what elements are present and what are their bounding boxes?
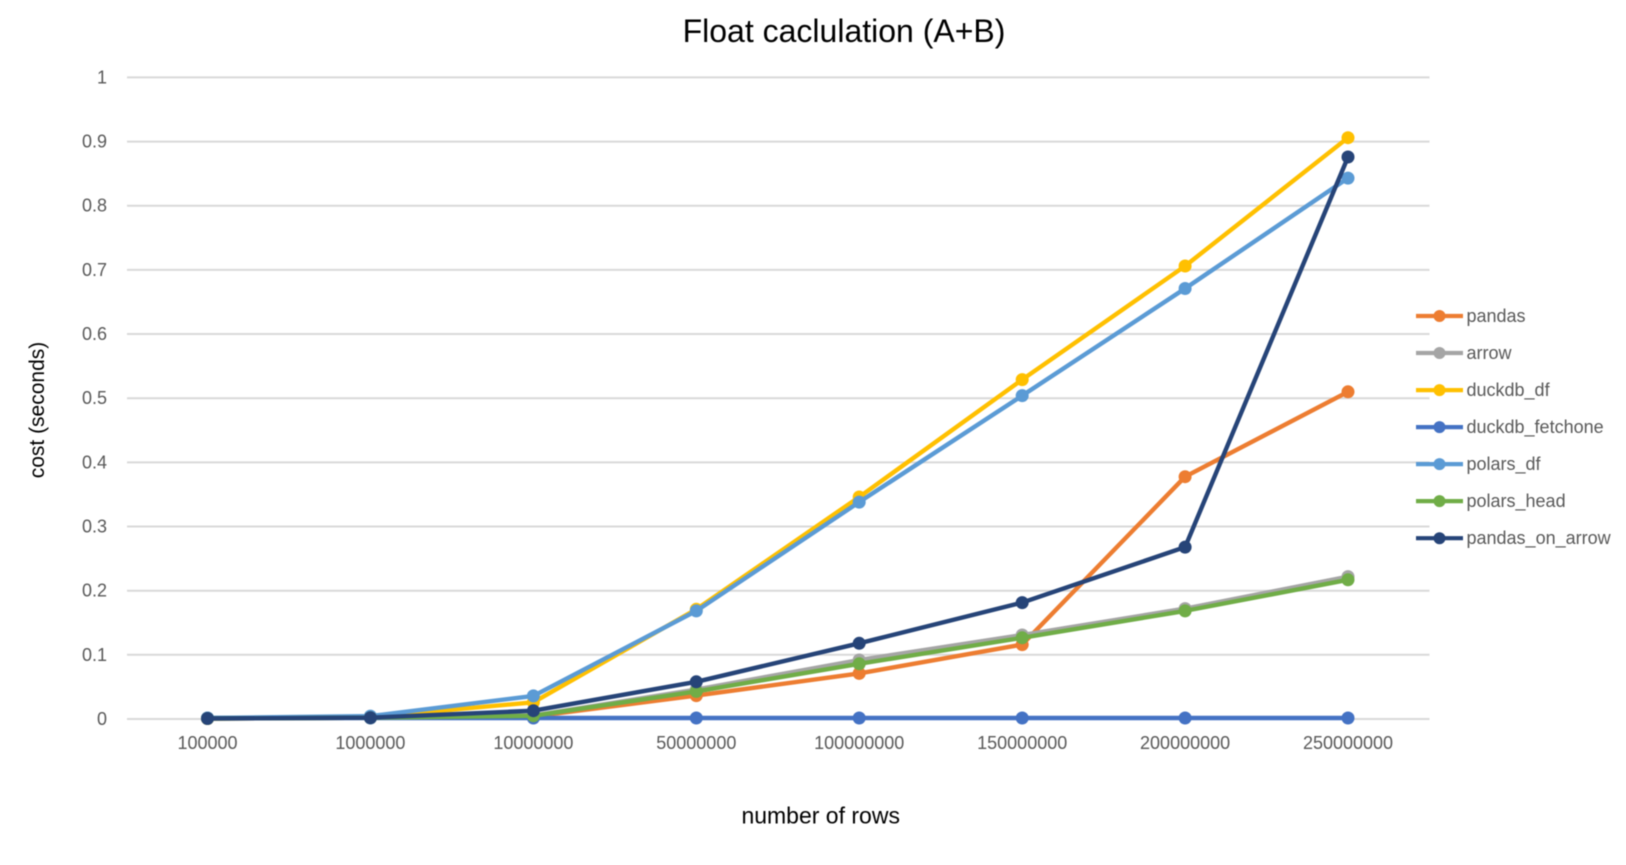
svg-text:Float caclulation (A+B): Float caclulation (A+B) xyxy=(683,13,1006,49)
svg-text:0.6: 0.6 xyxy=(82,324,107,344)
svg-text:0: 0 xyxy=(97,709,107,729)
svg-text:250000000: 250000000 xyxy=(1303,733,1393,753)
svg-text:polars_head: polars_head xyxy=(1467,491,1566,512)
svg-text:arrow: arrow xyxy=(1467,343,1513,363)
svg-text:0.8: 0.8 xyxy=(82,196,107,216)
svg-text:number of rows: number of rows xyxy=(741,803,900,829)
svg-text:cost (seconds): cost (seconds) xyxy=(26,342,49,479)
svg-text:0.9: 0.9 xyxy=(82,132,107,152)
svg-text:100000: 100000 xyxy=(177,733,237,753)
svg-text:10000000: 10000000 xyxy=(493,733,573,753)
svg-text:0.1: 0.1 xyxy=(82,645,107,665)
svg-text:100000000: 100000000 xyxy=(814,733,904,753)
svg-text:150000000: 150000000 xyxy=(977,733,1067,753)
svg-text:pandas_on_arrow: pandas_on_arrow xyxy=(1467,528,1612,549)
svg-text:duckdb_fetchone: duckdb_fetchone xyxy=(1467,417,1604,438)
svg-text:0.5: 0.5 xyxy=(82,388,107,408)
svg-text:pandas: pandas xyxy=(1467,306,1526,326)
svg-text:50000000: 50000000 xyxy=(656,733,736,753)
svg-text:0.7: 0.7 xyxy=(82,260,107,280)
svg-text:0.4: 0.4 xyxy=(82,452,107,472)
svg-text:0.2: 0.2 xyxy=(82,581,107,601)
svg-text:1000000: 1000000 xyxy=(335,733,405,753)
svg-text:1: 1 xyxy=(97,67,107,87)
svg-text:duckdb_df: duckdb_df xyxy=(1467,380,1551,401)
svg-text:200000000: 200000000 xyxy=(1140,733,1230,753)
svg-text:polars_df: polars_df xyxy=(1467,454,1542,475)
svg-text:0.3: 0.3 xyxy=(82,517,107,537)
